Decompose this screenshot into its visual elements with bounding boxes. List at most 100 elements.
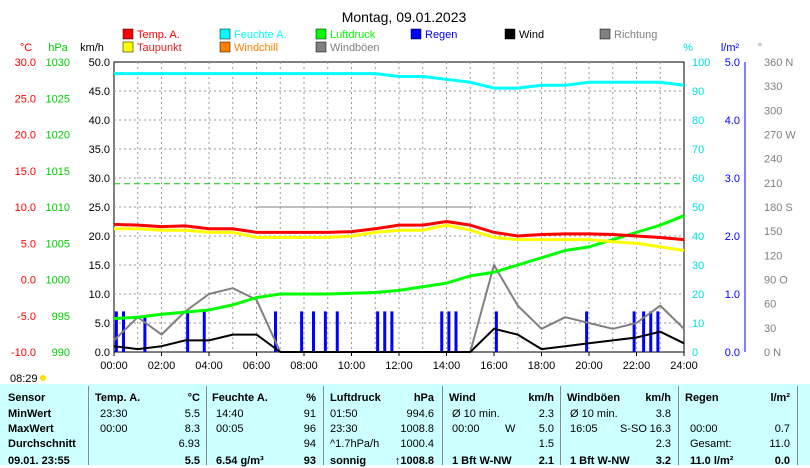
table-divider (442, 386, 443, 465)
y-tick-label-pressure: 1000 (46, 275, 70, 287)
legend: Temp. A. Feuchte A. Luftdruck Regen Wind Rich… (122, 28, 657, 54)
x-tick-label: 10:00 (338, 360, 366, 372)
legend-swatch (122, 41, 134, 53)
y-tick-label-pressure: 1030 (46, 57, 70, 69)
y-tick-label-temp: -5.0 (17, 311, 36, 323)
rain-bar (312, 311, 315, 352)
legend-label: Wind (519, 29, 544, 41)
y-tick-label-rain: 3.0 (725, 173, 740, 185)
y-axes: 30.025.020.015.010.05.00.0-5.0-10.010301… (11, 57, 796, 359)
legend-swatch (599, 28, 611, 40)
header-sensor: Sensor (8, 392, 46, 404)
rain-bar (642, 311, 646, 352)
legend-swatch (122, 28, 134, 40)
table-cell-temp-val: 8.3 (184, 423, 200, 435)
y-tick-label-humidity: 20 (692, 289, 704, 301)
table-divider (797, 386, 798, 465)
table-cell-wind-a: 00:00 (452, 423, 480, 435)
y-tick-label-pressure: 990 (52, 347, 70, 359)
table-cell-gust-a: 16:05 (570, 423, 598, 435)
table-cell-gust-val: 3.8 (655, 408, 671, 420)
table-cell-rain-a: 00:00 (690, 423, 718, 435)
y-tick-label-wind: 15.0 (89, 260, 110, 272)
table-cell-hum-val: 96 (303, 423, 316, 435)
x-tick-label: 18:00 (528, 360, 556, 372)
y-tick-label-direction: 210 (764, 178, 782, 190)
rain-bar (383, 311, 387, 352)
y-tick-label-wind: 50.0 (89, 57, 110, 69)
table-cell-temp-time: 23:30 (100, 408, 128, 420)
y-tick-label-wind: 45.0 (89, 86, 110, 98)
y-tick-label-direction: 60 (764, 299, 776, 311)
summary-table: Sensor Temp. A. °C Feuchte A. % Luftdruc… (0, 384, 810, 467)
header-temp: Temp. A. (95, 392, 141, 404)
header-gust: Windböen (567, 392, 621, 404)
y-tick-label-pressure: 1020 (46, 130, 70, 142)
y-tick-label-humidity: 90 (692, 86, 704, 98)
legend-swatch (219, 41, 231, 53)
y-tick-label-wind: 35.0 (89, 144, 110, 156)
series-line-temp-a (113, 220, 685, 242)
table-cell-temp-val: 5.5 (184, 455, 200, 467)
legend-swatch (315, 41, 327, 53)
chart-title: Montag, 09.01.2023 (342, 9, 467, 25)
table-cell-rain-a: Gesamt: (690, 438, 732, 450)
series-line-luftdruck (113, 214, 685, 321)
table-cell-label: Durchschnitt (8, 438, 76, 450)
y-tick-label-wind: 40.0 (89, 115, 110, 127)
y-tick-label-rain: 0.0 (725, 347, 740, 359)
table-cell-hum-time: 6.54 g/m³ (216, 455, 264, 467)
y-tick-label-wind: 10.0 (89, 289, 110, 301)
table-cell-temp-val: 5.5 (184, 408, 200, 420)
plot-area (113, 61, 685, 353)
table-cell-gust-a: 1 Bft W-NW (570, 455, 630, 467)
header-wind-unit: km/h (528, 392, 554, 404)
y-tick-label-humidity: 30 (692, 260, 704, 272)
y-tick-label-humidity: 40 (692, 231, 704, 243)
table-cell-gust-val: 3.2 (655, 455, 671, 467)
rain-bar (494, 311, 498, 352)
legend-label: Taupunkt (137, 42, 182, 54)
rain-bar (143, 317, 147, 352)
table-cell-hum-time: 00:05 (216, 423, 244, 435)
header-gust-unit: km/h (645, 392, 671, 404)
y-tick-label-direction: 330 (764, 81, 782, 93)
legend-swatch (315, 28, 327, 40)
legend-label: Windchill (234, 42, 278, 54)
table-cell-wind-a: 1 Bft W-NW (452, 455, 512, 467)
table-cell-wind-val: 1.5 (538, 438, 554, 450)
y-tick-label-direction: 30 (764, 323, 776, 335)
table-cell-gust-val: 16.3 (649, 423, 671, 435)
y-tick-label-temp: -10.0 (11, 347, 36, 359)
table-cell-wind-val: 2.1 (538, 455, 554, 467)
table-cell-press-time: 23:30 (330, 423, 358, 435)
x-tick-label: 24:00 (670, 360, 698, 372)
y-tick-label-temp: 10.0 (15, 202, 36, 214)
rain-bar (390, 311, 394, 352)
table-cell-press-val: 994.6 (406, 408, 434, 420)
table-divider (88, 386, 89, 465)
table-cell-wind-b: W (505, 423, 516, 435)
rain-bar (440, 311, 444, 352)
sunrise-time: 08:29 (10, 373, 38, 384)
x-tick-label: 16:00 (480, 360, 508, 372)
y-tick-label-rain: 1.0 (725, 289, 740, 301)
y-tick-label-wind: 25.0 (89, 202, 110, 214)
x-tick-label: 08:00 (290, 360, 318, 372)
rain-bar (274, 311, 277, 352)
y-tick-label-temp: 30.0 (15, 57, 36, 69)
rain-bar (585, 311, 589, 352)
header-temp-unit: °C (187, 392, 200, 404)
rain-bar (114, 311, 118, 352)
header-rain-unit: l/m² (770, 392, 790, 404)
legend-label: Feuchte A. (234, 29, 287, 41)
y-tick-label-humidity: 0 (692, 347, 698, 359)
y-tick-label-humidity: 100 (692, 57, 710, 69)
y-tick-label-pressure: 1015 (46, 166, 70, 178)
y-tick-label-pressure: 1005 (46, 238, 70, 250)
table-cell-wind-val: 5.0 (538, 423, 554, 435)
y-tick-label-rain: 5.0 (725, 57, 740, 69)
table-divider (678, 386, 679, 465)
header-press: Luftdruck (330, 392, 381, 404)
series-line-feuchte-a (114, 72, 685, 90)
